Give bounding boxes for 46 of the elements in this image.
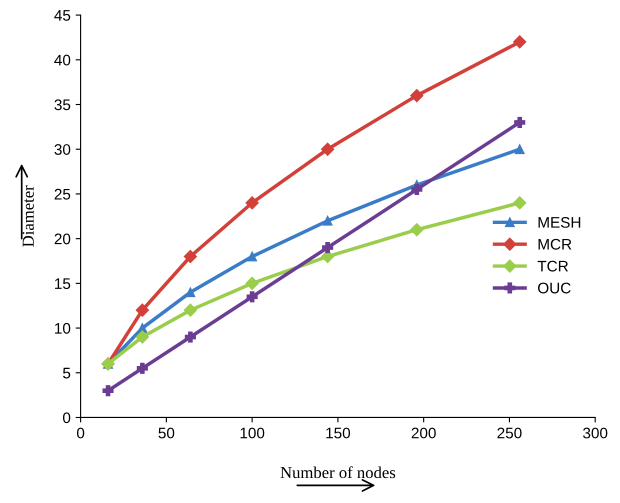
point bbox=[246, 291, 258, 302]
y-tick-label: 15 bbox=[55, 278, 70, 290]
point bbox=[246, 276, 259, 290]
point bbox=[410, 88, 424, 102]
point bbox=[322, 242, 334, 254]
point bbox=[186, 287, 196, 298]
point bbox=[410, 223, 424, 236]
y-tick-label: 30 bbox=[54, 144, 70, 155]
x-tick-label: 200 bbox=[412, 428, 436, 438]
point bbox=[184, 250, 197, 264]
point bbox=[136, 362, 148, 374]
legend-label: TCR bbox=[538, 260, 568, 272]
x-tick-label: 0 bbox=[76, 428, 84, 438]
y-axis-title: Diameter bbox=[22, 185, 34, 247]
point bbox=[136, 330, 149, 344]
point bbox=[184, 304, 197, 317]
x-tick-label: 50 bbox=[158, 428, 174, 438]
point bbox=[184, 331, 196, 343]
point bbox=[514, 116, 526, 128]
point bbox=[136, 304, 149, 317]
point bbox=[321, 250, 334, 264]
x-tick-label: 250 bbox=[497, 428, 522, 438]
y-tick-label: 5 bbox=[62, 368, 70, 378]
y-tick-label: 20 bbox=[54, 234, 70, 244]
point bbox=[513, 196, 526, 210]
x-tick-label: 300 bbox=[583, 428, 608, 438]
point bbox=[246, 196, 259, 210]
y-tick-label: 45 bbox=[54, 10, 70, 21]
y-tick-label: 40 bbox=[54, 54, 70, 66]
legend-label: MCR bbox=[538, 238, 572, 250]
legend-label: OUC bbox=[538, 282, 571, 294]
y-tick-label: 0 bbox=[62, 412, 70, 424]
point bbox=[247, 252, 257, 262]
point bbox=[513, 35, 526, 49]
y-tick-label: 35 bbox=[54, 99, 70, 110]
point bbox=[411, 184, 422, 196]
point bbox=[514, 144, 525, 154]
point bbox=[102, 385, 114, 396]
x-tick-label: 100 bbox=[240, 428, 264, 438]
point bbox=[321, 142, 334, 156]
y-tick-label: 25 bbox=[54, 188, 70, 200]
x-tick-label: 150 bbox=[326, 428, 350, 438]
y-tick-label: 10 bbox=[55, 322, 70, 334]
point bbox=[322, 216, 332, 226]
x-axis-title: Number of nodes bbox=[280, 466, 396, 478]
legend-label: MESH bbox=[538, 216, 580, 228]
